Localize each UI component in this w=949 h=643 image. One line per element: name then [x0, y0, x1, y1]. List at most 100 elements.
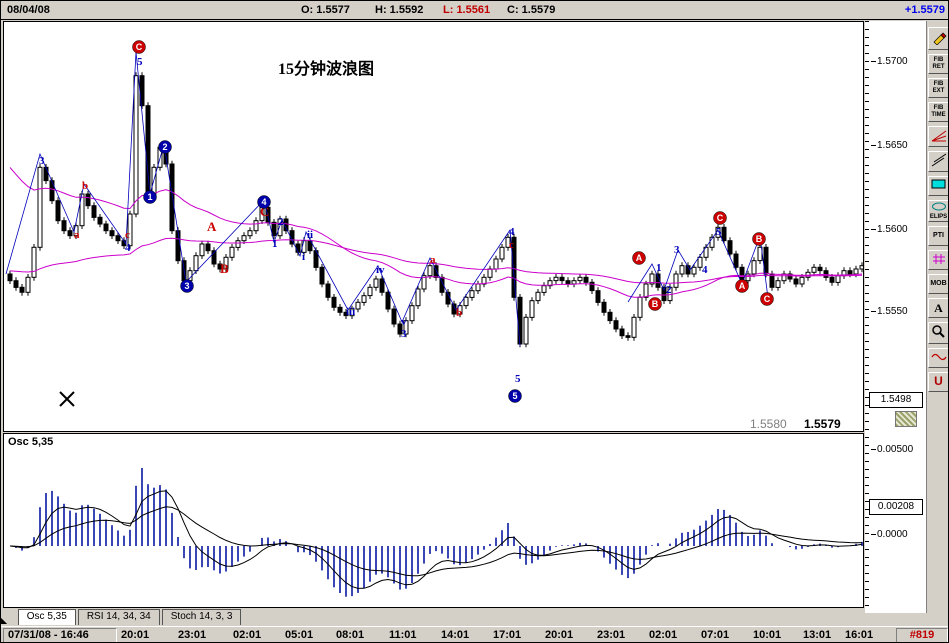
pti-button[interactable]: PTI: [927, 226, 948, 247]
osc-tick-label: 0.00500: [871, 444, 913, 455]
price-tick-label: 1.5650: [871, 140, 908, 151]
ellipse-tool[interactable]: ELIPS: [927, 199, 948, 223]
high-value: H: 1.5592: [375, 4, 424, 16]
svg-text:1.5580: 1.5580: [750, 417, 787, 431]
fib-time-button[interactable]: FIB TIME: [927, 101, 948, 122]
main-chart-canvas[interactable]: 3 b a c 4 5 A B C 1 2 i ii iii iv v 3 a b 4 c 5 1 2 3 4 5 C 1 2 3 4 5 A B C…: [3, 21, 864, 432]
svg-text:1: 1: [147, 192, 152, 202]
tool-label: PTI: [933, 232, 944, 240]
text-tool[interactable]: A: [927, 298, 948, 319]
candlestick-chart[interactable]: 3ba c45ABC12iiiiiiivv3ab4c512345C12345ABC…: [4, 22, 863, 431]
price-tick-label: 1.5550: [871, 306, 908, 317]
time-axis-label: 20:01: [545, 629, 574, 641]
tool-label: U: [934, 374, 943, 389]
pencil-tool[interactable]: [927, 27, 948, 50]
tab-rsi-14-34-34[interactable]: RSI 14, 34, 34: [77, 609, 160, 625]
osc-value-box: 0.00208: [869, 499, 923, 515]
tool-label: A: [934, 300, 943, 315]
svg-text:A: A: [636, 253, 643, 263]
svg-text:c: c: [125, 229, 130, 241]
rectangle-icon: [931, 178, 947, 193]
svg-text:A: A: [739, 281, 746, 291]
svg-text:4: 4: [702, 264, 708, 276]
osc-tick-label: 0.0000: [871, 529, 908, 540]
oscillator-title: Osc 5,35: [8, 436, 54, 448]
svg-text:C: C: [764, 294, 771, 304]
svg-text:4: 4: [261, 197, 266, 207]
fib-retracement-button[interactable]: FIB RET: [927, 53, 948, 74]
low-value: L: 1.5561: [443, 4, 491, 16]
svg-text:B: B: [652, 299, 659, 309]
price-axis: 1.5700 1.5650 1.5600 1.5550 0.00500 0.0000 1.5…: [865, 21, 926, 613]
hatch-pattern-icon[interactable]: [895, 411, 917, 427]
oscillator-chart[interactable]: [4, 434, 863, 607]
time-axis-label: 17:01: [493, 629, 522, 641]
bar-counter-box: #819: [896, 628, 948, 642]
channel-icon: [931, 153, 947, 170]
svg-text:3: 3: [39, 155, 45, 167]
svg-text:3: 3: [184, 281, 189, 291]
svg-text:a: a: [430, 254, 436, 266]
svg-text:3: 3: [674, 244, 680, 256]
price-low-box: 1.5498: [869, 392, 923, 408]
fib-fan-button[interactable]: [927, 125, 948, 147]
svg-text:C: C: [136, 42, 143, 52]
svg-text:2: 2: [278, 216, 284, 228]
svg-text:b: b: [82, 180, 88, 192]
mob-button[interactable]: MOB: [927, 274, 948, 295]
svg-text:4: 4: [509, 226, 515, 238]
tool-label: MOB: [930, 280, 947, 288]
drawing-toolbar: FIB RET FIB EXT FIB TIME ELIPS PTI MOB A U: [926, 21, 948, 613]
svg-text:b: b: [456, 307, 462, 319]
tool-label: ELIPS: [929, 213, 948, 220]
time-axis-label: 23:01: [178, 629, 207, 641]
rectangle-tool[interactable]: [927, 175, 948, 196]
svg-text:4: 4: [125, 242, 131, 254]
svg-text:2: 2: [162, 142, 167, 152]
tool-label: FIB TIME: [931, 105, 946, 118]
svg-text:a: a: [74, 229, 80, 241]
wave-tool[interactable]: [927, 348, 948, 369]
svg-text:c: c: [509, 239, 514, 251]
svg-text:v: v: [401, 316, 407, 328]
indicator-tabs: ◣ Osc 5,35 RSI 14, 34, 34 Stoch 14, 3, 3: [1, 609, 865, 626]
close-value: C: 1.5579: [507, 4, 556, 16]
cursor-datetime-box: 07/31/08 - 16:46: [3, 628, 117, 642]
svg-text:iv: iv: [376, 264, 385, 276]
time-axis-label: 23:01: [597, 629, 626, 641]
time-axis-label: 10:01: [753, 629, 782, 641]
svg-text:15分钟波浪图: 15分钟波浪图: [278, 59, 374, 78]
svg-text:2: 2: [666, 284, 672, 296]
ellipse-icon: [931, 202, 947, 214]
zoom-tool[interactable]: [927, 322, 948, 345]
price-tick-label: 1.5700: [871, 56, 908, 67]
svg-text:iii: iii: [346, 306, 355, 318]
tab-osc-5-35[interactable]: Osc 5,35: [17, 609, 76, 625]
time-axis-label: 05:01: [285, 629, 314, 641]
grid-tool[interactable]: [927, 250, 948, 271]
svg-text:ii: ii: [307, 229, 313, 241]
channel-tool[interactable]: [927, 150, 948, 172]
oscillator-panel[interactable]: Osc 5,35: [3, 433, 864, 608]
time-axis-label: 08:01: [336, 629, 365, 641]
svg-text:3: 3: [401, 328, 407, 340]
time-axis-label: 13:01: [803, 629, 832, 641]
tool-label: FIB RET: [932, 57, 945, 70]
time-axis-label: 16:01: [845, 629, 874, 641]
fib-fan-icon: [931, 128, 947, 145]
date-label: 08/04/08: [7, 4, 50, 16]
svg-text:5: 5: [515, 373, 521, 385]
time-axis-label: 02:01: [233, 629, 262, 641]
svg-text:C: C: [260, 204, 269, 219]
svg-text:C: C: [717, 213, 724, 223]
fib-extension-button[interactable]: FIB EXT: [927, 77, 948, 98]
time-axis-label: 20:01: [121, 629, 150, 641]
tab-corner-icon[interactable]: ◣: [1, 616, 8, 625]
wave-icon: [930, 352, 947, 365]
time-axis-label: 11:01: [389, 629, 417, 641]
tool-label: FIB EXT: [932, 81, 945, 94]
u-button[interactable]: U: [927, 372, 948, 393]
tab-stoch-14-3-3[interactable]: Stoch 14, 3, 3: [161, 609, 242, 625]
svg-text:1.5579: 1.5579: [804, 417, 841, 431]
